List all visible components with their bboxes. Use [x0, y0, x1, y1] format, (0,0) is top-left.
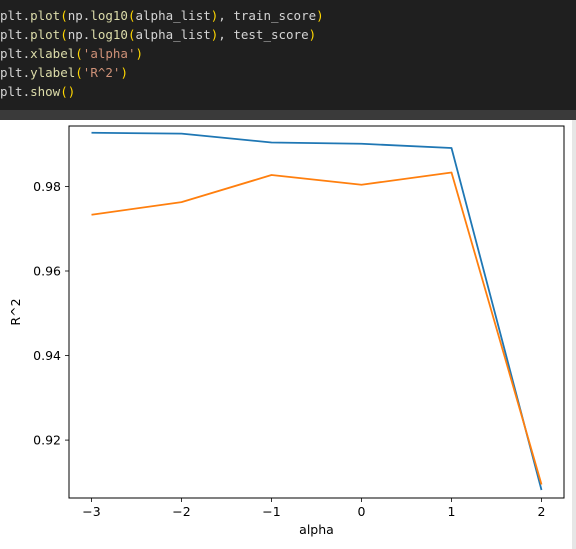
code-token: 'alpha'	[82, 46, 136, 61]
output-scrollbar[interactable]	[572, 120, 576, 549]
x-tick-label: −1	[262, 504, 280, 519]
code-token: (	[60, 8, 68, 23]
code-token: , train_score	[218, 8, 317, 23]
code-token: 'R^2'	[82, 65, 121, 80]
code-token: ylabel	[30, 65, 76, 80]
y-tick-label: 0.96	[33, 263, 61, 278]
x-tick-label: 1	[448, 504, 456, 519]
line-chart: −3 −2 −1 0 1 2 0.92 0.94 0.96 0.98 alpha R^2	[8, 125, 565, 537]
x-tick-label: −3	[82, 504, 100, 519]
code-token: plt.	[0, 65, 31, 80]
code-token: show	[30, 84, 61, 99]
code-token: alpha_list	[135, 8, 211, 23]
code-token: plot	[30, 27, 61, 42]
x-tick-label: 0	[358, 504, 366, 519]
code-line[interactable]: plt.plot(np.log10(alpha_list), test_scor…	[0, 25, 316, 44]
x-axis-label: alpha	[299, 522, 334, 537]
output-area: −3 −2 −1 0 1 2 0.92 0.94 0.96 0.98 alpha R^2	[0, 120, 576, 549]
series-line-orange	[91, 171, 543, 485]
code-token: plt.	[0, 8, 31, 23]
code-token: log10	[90, 27, 128, 42]
code-token: )	[316, 8, 324, 23]
y-axis-label: R^2	[8, 298, 23, 325]
y-tick-label: 0.98	[33, 179, 61, 194]
x-tick-label: −2	[172, 504, 190, 519]
code-token: np.	[67, 8, 91, 23]
y-tick-label: 0.92	[33, 433, 61, 448]
code-token: plot	[30, 8, 61, 23]
code-token: ()	[60, 84, 76, 99]
code-token: np.	[67, 27, 91, 42]
code-line[interactable]: plt.plot(np.log10(alpha_list), train_sco…	[0, 6, 324, 25]
code-token: , test_score	[218, 27, 309, 42]
code-token: plt.	[0, 46, 31, 61]
code-token: )	[120, 65, 128, 80]
plot-area	[68, 125, 565, 499]
code-line[interactable]: plt.xlabel('alpha')	[0, 44, 143, 63]
code-token: )	[135, 46, 144, 61]
x-tick-label: 2	[538, 504, 546, 519]
cell-separator	[0, 110, 576, 120]
code-cell[interactable]: plt.plot(np.log10(alpha_list), train_sco…	[0, 0, 576, 110]
code-token: plt.	[0, 84, 31, 99]
code-token: alpha_list	[135, 27, 211, 42]
code-token: plt.	[0, 27, 31, 42]
code-token: log10	[90, 8, 128, 23]
code-token: (	[75, 46, 83, 61]
code-token: (	[127, 8, 136, 23]
code-line[interactable]: plt.ylabel('R^2')	[0, 63, 128, 82]
code-token: (	[127, 27, 136, 42]
code-token: )	[308, 27, 317, 42]
series-line-blue	[91, 131, 543, 491]
code-line[interactable]: plt.show()	[0, 82, 75, 101]
code-token: )	[210, 8, 219, 23]
code-token: xlabel	[30, 46, 76, 61]
code-token: (	[60, 27, 68, 42]
y-tick-label: 0.94	[33, 348, 61, 363]
code-token: )	[210, 27, 219, 42]
code-token: (	[75, 65, 83, 80]
